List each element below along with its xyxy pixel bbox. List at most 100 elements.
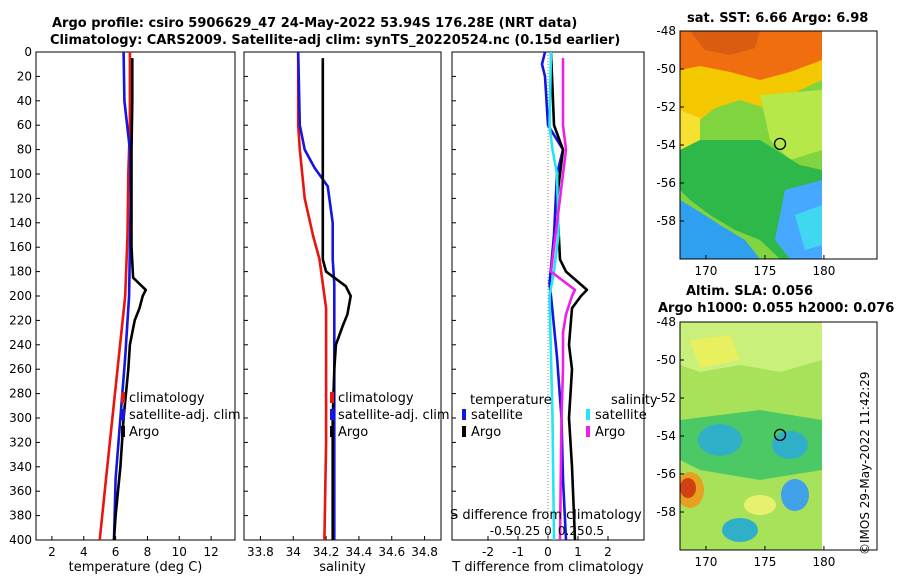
x-tick-label: 175 xyxy=(753,264,776,278)
x-tick-label: 8 xyxy=(144,545,152,559)
y-tick-label: -48 xyxy=(656,315,676,329)
x-tick-label: 1 xyxy=(574,545,582,559)
temperature-xlabel: temperature (deg C) xyxy=(69,560,203,575)
y-tick-label: -50 xyxy=(656,62,676,76)
y-tick-label: 380 xyxy=(9,509,32,523)
x-tick-label: 34.6 xyxy=(378,545,405,559)
temperature-axes-frame xyxy=(35,51,236,541)
y-tick-label: 360 xyxy=(9,484,32,498)
legend-label: Argo xyxy=(595,425,625,440)
y-tick-label: -52 xyxy=(656,391,676,405)
salinity-series-group xyxy=(296,52,353,540)
secondary-x-tick-label: 0.5 xyxy=(585,524,604,538)
y-tick-label: -50 xyxy=(656,353,676,367)
legend-label: Argo xyxy=(129,425,159,440)
legend-label: satellite-adj. clim xyxy=(338,408,450,423)
x-tick-label: 180 xyxy=(812,555,835,569)
x-tick-label: 10 xyxy=(172,545,187,559)
y-tick-label: -54 xyxy=(656,429,676,443)
secondary-x-tick-label: -0.25 xyxy=(509,524,540,538)
series-Argo xyxy=(321,58,353,540)
series-Argo xyxy=(112,58,148,540)
series-salinity-Argo xyxy=(549,58,577,540)
x-tick-label: 34.2 xyxy=(313,545,340,559)
y-tick-label: 20 xyxy=(17,69,32,83)
x-tick-label: 175 xyxy=(753,555,776,569)
legend-title-temperature: temperature xyxy=(470,393,552,408)
y-tick-label: 80 xyxy=(17,143,32,157)
x-tick-label: 180 xyxy=(812,264,835,278)
y-tick-label: 40 xyxy=(17,94,32,108)
x-tick-label: 170 xyxy=(694,555,717,569)
sla-map-title-line2: Argo h1000: 0.055 h2000: 0.076 xyxy=(658,301,895,316)
x-tick-label: 2 xyxy=(604,545,612,559)
secondary-x-tick-label: -0.5 xyxy=(490,524,513,538)
y-tick-label: 140 xyxy=(9,216,32,230)
difference-xlabel: T difference from climatology xyxy=(451,560,644,575)
sla-map-title-line1: Altim. SLA: 0.056 xyxy=(686,284,813,299)
legend-swatch-temperature-satellite xyxy=(462,409,466,420)
series-temperature-Argo xyxy=(549,52,589,540)
argo-position-marker xyxy=(773,428,787,442)
y-tick-label: 300 xyxy=(9,411,32,425)
secondary-x-tick-label: 0 xyxy=(544,524,552,538)
salinity-axes-frame xyxy=(243,51,442,541)
y-tick-label: -48 xyxy=(656,24,676,38)
x-tick-label: -1 xyxy=(512,545,524,559)
legend-swatch-climatology xyxy=(121,392,125,403)
legend-label: satellite xyxy=(471,408,523,423)
legend-label: satellite xyxy=(595,408,647,423)
y-tick-label: 60 xyxy=(17,118,32,132)
y-tick-label: 280 xyxy=(9,387,32,401)
legend-swatch-Argo xyxy=(121,426,125,437)
y-tick-label: 180 xyxy=(9,265,32,279)
legend-swatch-salinity-Argo xyxy=(586,426,590,437)
series-salinity-satellite xyxy=(548,52,560,540)
secondary-x-tick-label: 0.25 xyxy=(558,524,585,538)
temperature-panel: 0 20 40 60 80 100 120 140 160 180 200 220 240 260 280 3… xyxy=(9,45,241,575)
legend-label: Argo xyxy=(471,425,501,440)
figure-title-line2: Climatology: CARS2009. Satellite-adj cli… xyxy=(50,33,621,48)
series-climatology xyxy=(98,52,132,540)
legend-label: climatology xyxy=(129,391,205,406)
y-tick-label: -56 xyxy=(656,467,676,481)
legend-swatch-temperature-Argo xyxy=(462,426,466,437)
y-tick-label: 320 xyxy=(9,435,32,449)
legend-label: Argo xyxy=(338,425,368,440)
sst-map-panel: -48 -50 -52 -54 -56 -58 170 175 180 xyxy=(656,24,878,278)
x-tick-label: 34.8 xyxy=(411,545,438,559)
legend-swatch-Argo xyxy=(330,426,334,437)
x-tick-label: 34.4 xyxy=(346,545,373,559)
legend-swatch-satellite-adj.-clim xyxy=(330,409,334,420)
y-tick-label: 260 xyxy=(9,362,32,376)
argo-position-marker xyxy=(773,137,787,151)
sla-heatmap-field xyxy=(680,322,822,550)
x-tick-label: 2 xyxy=(48,545,56,559)
series-climatology xyxy=(296,52,328,540)
y-tick-label: 100 xyxy=(9,167,32,181)
salinity-xlabel: salinity xyxy=(319,560,366,575)
y-tick-label: -56 xyxy=(656,176,676,190)
y-tick-label: 0 xyxy=(24,45,32,59)
sst-map-title: sat. SST: 6.66 Argo: 6.98 xyxy=(687,11,869,26)
x-tick-label: 12 xyxy=(203,545,218,559)
x-tick-label: 170 xyxy=(694,264,717,278)
legend-swatch-climatology xyxy=(330,392,334,403)
difference-panel: -2 -1 0 1 2T difference from climatology temp… xyxy=(450,51,658,575)
y-tick-label: -58 xyxy=(656,214,676,228)
y-tick-label: -58 xyxy=(656,505,676,519)
figure-title-line1: Argo profile: csiro 5906629_47 24-May-20… xyxy=(52,16,578,31)
legend-label: satellite-adj. clim xyxy=(129,408,241,423)
y-tick-label: -52 xyxy=(656,100,676,114)
y-tick-label: 220 xyxy=(9,313,32,327)
y-tick-label: -54 xyxy=(656,138,676,152)
y-tick-label: 240 xyxy=(9,338,32,352)
x-tick-label: 6 xyxy=(112,545,120,559)
x-tick-label: 0 xyxy=(544,545,552,559)
legend-swatch-salinity-satellite xyxy=(586,409,590,420)
x-tick-label: 33.8 xyxy=(247,545,274,559)
series-satellite-adj.-clim xyxy=(112,52,132,540)
difference-series-group xyxy=(540,52,589,540)
legend-label: climatology xyxy=(338,391,414,406)
